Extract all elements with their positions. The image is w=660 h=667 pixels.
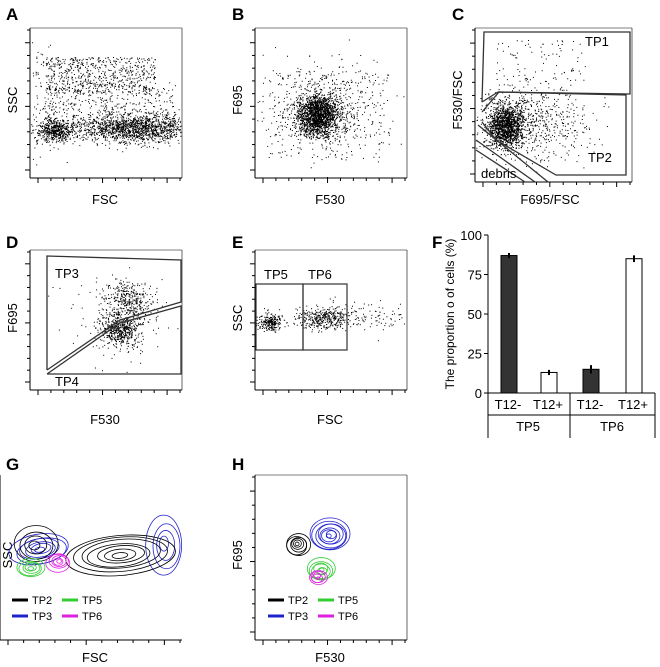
legend-label: TP6 (338, 611, 358, 623)
contour-tp3-g (145, 514, 183, 576)
bar (500, 255, 518, 394)
legend-label: TP5 (82, 595, 102, 607)
f-group-label: TP6 (600, 419, 624, 434)
h-xlabel: F530 (315, 650, 345, 665)
contour-tp5-h (306, 557, 336, 581)
panel-label-c: C (452, 5, 464, 24)
gate-tp6-label: TP6 (308, 267, 332, 282)
plot-c (470, 27, 633, 187)
plot-e (250, 249, 408, 395)
f-ytick-label: 75 (468, 268, 482, 283)
f-group-label: TP5 (516, 419, 540, 434)
bar-chart-f (484, 234, 656, 438)
f-category-label: T12+ (533, 397, 563, 412)
legend-label: TP2 (32, 595, 52, 607)
panel-label-b: B (232, 5, 244, 24)
gate-tp1-label: TP1 (585, 34, 609, 49)
legend-label: TP3 (32, 611, 52, 623)
contour-tp6-h (309, 570, 328, 585)
f-category-label: T12- (577, 397, 604, 412)
f-category-label: T12+ (618, 397, 648, 412)
contour-tp6-g (45, 553, 71, 573)
gates-d (46, 255, 182, 375)
panel-label-a: A (6, 5, 18, 24)
panel-label-e: E (232, 233, 243, 252)
legend-label: TP6 (82, 611, 102, 623)
f-ytick-label: 50 (468, 307, 482, 322)
plot-a (25, 27, 183, 183)
e-ylabel: SSC (230, 305, 245, 332)
gate-tp4-label: TP4 (55, 374, 79, 389)
legend-label: TP5 (338, 595, 358, 607)
legend-label: TP3 (288, 611, 308, 623)
legend-label: TP2 (288, 595, 308, 607)
contour-tp3-h (309, 517, 351, 551)
f-ytick-label: 100 (460, 228, 482, 243)
c-xlabel: F695/FSC (520, 192, 579, 207)
plot-g (0, 475, 182, 645)
gate-tp3-label: TP3 (55, 266, 79, 281)
gate-tp2-label: TP2 (588, 150, 612, 165)
panel-label-f: F (432, 233, 442, 252)
a-ylabel: SSC (5, 87, 20, 114)
f-category-label: T12- (495, 397, 522, 412)
gate-tp5-label: TP5 (264, 267, 288, 282)
h-ylabel: F695 (230, 540, 245, 570)
gates-c (475, 31, 631, 183)
panel-label-d: D (6, 233, 18, 252)
panel-label-h: H (232, 455, 244, 474)
f-ylabel: The proportion o of cells (%) (443, 239, 457, 390)
d-ylabel: F695 (5, 303, 20, 333)
f-ytick-label: 25 (468, 347, 482, 362)
e-xlabel: FSC (317, 412, 343, 427)
gates-e (255, 283, 348, 351)
plot-d (25, 249, 183, 395)
contour-tp3-g (8, 533, 69, 566)
plot-b (250, 27, 408, 183)
gate-debris-label: debris (481, 166, 517, 181)
scatter-d (48, 267, 179, 384)
plot-h (250, 474, 408, 645)
g-xlabel: FSC (82, 650, 108, 665)
contour-tp5-g (16, 558, 46, 577)
c-ylabel: F530/FSC (450, 70, 465, 129)
d-xlabel: F530 (90, 412, 120, 427)
scatter-a (31, 42, 182, 166)
bar (540, 371, 558, 394)
a-xlabel: FSC (92, 192, 118, 207)
g-ylabel: SSC (0, 542, 15, 569)
contour-tp2-g (65, 534, 176, 577)
panel-label-g: G (6, 455, 19, 474)
b-xlabel: F530 (315, 192, 345, 207)
b-ylabel: F695 (230, 85, 245, 115)
bar (625, 258, 643, 394)
scatter-e (256, 296, 405, 342)
scatter-b (257, 39, 405, 178)
f-ytick-label: 0 (475, 386, 482, 401)
contour-tp2-h (286, 533, 311, 556)
